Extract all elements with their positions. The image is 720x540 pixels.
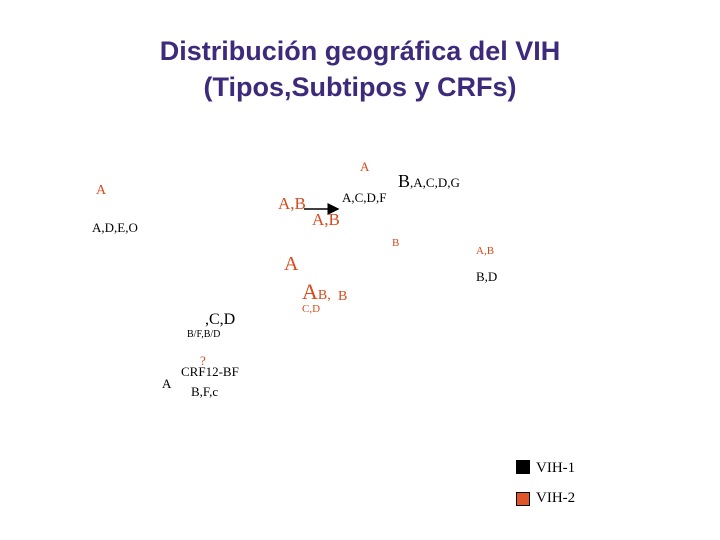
label-north-africa-west: A,B bbox=[278, 194, 306, 213]
label-south-question: ? bbox=[200, 353, 206, 368]
label-central-africa-cd: C,D bbox=[302, 303, 321, 315]
label-central-africa: AB, bbox=[302, 281, 331, 303]
label-central-africa-sep: , bbox=[327, 288, 331, 303]
legend-label-vih1: VIH-1 bbox=[536, 460, 576, 476]
label-north-africa-types: A,C,D,F bbox=[342, 190, 387, 205]
label-middle-east: B bbox=[392, 237, 400, 249]
label-europe-red: A bbox=[360, 159, 370, 174]
label-east-europe-subtypes: ,A,C,D,G bbox=[410, 175, 460, 190]
label-brazil-crf: B/F,B/D bbox=[187, 329, 221, 340]
legend-label-vih2: VIH-2 bbox=[536, 490, 576, 506]
label-west-africa: A bbox=[284, 253, 299, 275]
label-crf12: CRF12-BF bbox=[181, 364, 239, 379]
label-east-europe: B,A,C,D,G bbox=[398, 172, 460, 191]
label-asia-black: B,D bbox=[476, 269, 498, 284]
legend-swatch-vih1 bbox=[516, 460, 530, 474]
label-central-africa-a: A bbox=[302, 279, 318, 304]
title-line-1: Distribución geográfica del VIH bbox=[159, 36, 561, 66]
label-south-america-cd: ,C,D bbox=[205, 311, 236, 328]
label-central-africa-b2: B bbox=[338, 289, 348, 304]
legend-swatch-vih2 bbox=[516, 492, 530, 506]
label-east-europe-lead: B bbox=[398, 171, 411, 191]
label-central-africa-b: B bbox=[317, 288, 328, 303]
label-north-america: A bbox=[96, 183, 107, 198]
label-north-africa-east: A,B bbox=[312, 210, 340, 229]
label-south-bfc: B,F,c bbox=[191, 384, 219, 399]
title-line-2: (Tipos,Subtipos y CRFs) bbox=[203, 72, 517, 102]
label-south-a: A bbox=[162, 376, 172, 391]
label-asia-red: A,B bbox=[476, 245, 495, 257]
label-central-america: A,D,E,O bbox=[92, 220, 138, 235]
